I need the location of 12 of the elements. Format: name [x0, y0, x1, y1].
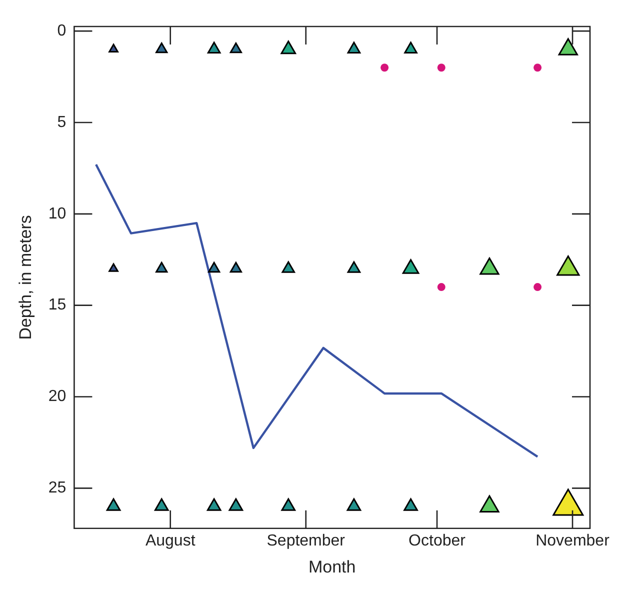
y-tick-label: 25 [48, 480, 66, 497]
y-axis-title: Depth, in meters [16, 215, 35, 340]
x-tick-label: August [145, 532, 196, 550]
y-tick-label: 5 [57, 114, 66, 131]
y-tick-label: 10 [48, 205, 66, 222]
x-axis-title: Month [308, 557, 356, 576]
x-tick-label: September [266, 532, 346, 550]
y-tick-label: 20 [48, 388, 66, 406]
y-tick-label: 0 [57, 22, 66, 40]
x-tick-label: November [536, 532, 610, 550]
y-tick-label: 15 [48, 296, 66, 314]
x-tick-label: October [408, 532, 466, 550]
